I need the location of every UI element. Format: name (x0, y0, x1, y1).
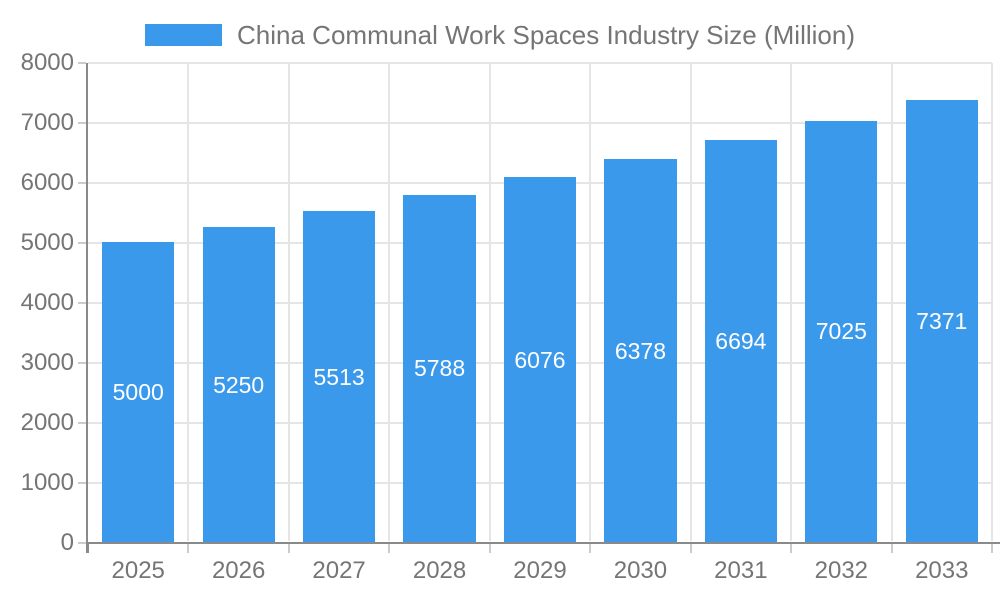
y-tick-mark (78, 242, 86, 244)
bar-value-label: 6694 (715, 328, 767, 355)
v-gridline (187, 63, 190, 541)
h-gridline (88, 62, 992, 64)
x-axis-tick-label: 2030 (613, 557, 668, 584)
v-gridline (388, 63, 391, 541)
x-tick-mark (589, 544, 592, 553)
y-axis-line (86, 63, 88, 553)
bar-value-label: 6076 (514, 346, 566, 373)
bar[interactable] (102, 242, 175, 542)
x-axis-tick-label: 2031 (714, 557, 768, 584)
x-tick-mark (991, 544, 993, 553)
v-gridline (589, 63, 592, 541)
v-gridline (991, 63, 993, 541)
x-tick-mark (790, 544, 793, 553)
bar[interactable] (905, 99, 978, 542)
bar-value-label: 7025 (815, 318, 867, 345)
bar[interactable] (202, 227, 275, 542)
bar-value-label: 5250 (213, 371, 265, 398)
x-tick-mark (187, 544, 190, 553)
bar[interactable] (604, 159, 677, 542)
bar[interactable] (503, 177, 577, 542)
x-tick-mark (890, 544, 893, 553)
x-axis-tick-label: 2025 (111, 557, 165, 584)
x-tick-mark (87, 544, 89, 553)
x-axis-tick-label: 2026 (211, 557, 266, 584)
x-tick-mark (689, 544, 692, 553)
y-axis-tick-label: 3000 (20, 349, 74, 376)
x-axis-tick-label: 2028 (412, 557, 467, 584)
y-tick-mark (78, 482, 86, 484)
v-gridline (890, 63, 893, 541)
bar-value-label: 5000 (112, 379, 164, 405)
y-axis-tick-label: 8000 (20, 49, 74, 76)
y-axis-tick-label: 4000 (20, 289, 74, 316)
bar-value-label: 7371 (916, 307, 968, 334)
y-axis-tick-label: 6000 (20, 169, 74, 196)
x-axis-line (86, 542, 1000, 544)
y-axis-tick-label: 1000 (20, 469, 74, 496)
v-gridline (790, 63, 793, 541)
legend-swatch (145, 24, 223, 46)
y-axis-tick-label: 7000 (20, 109, 74, 136)
y-tick-mark (78, 362, 86, 364)
v-gridline (488, 63, 491, 541)
bar-value-label: 6378 (614, 337, 667, 364)
y-tick-mark (78, 182, 86, 184)
bar[interactable] (704, 140, 778, 542)
x-tick-mark (287, 544, 290, 553)
bar-value-label: 5788 (413, 355, 466, 382)
x-tick-mark (488, 544, 491, 553)
x-axis-tick-label: 2033 (915, 557, 969, 584)
v-gridline (689, 63, 692, 541)
y-tick-mark (78, 122, 86, 124)
y-axis-tick-label: 2000 (20, 409, 74, 436)
x-axis-tick-label: 2029 (513, 557, 567, 584)
y-tick-mark (78, 302, 86, 304)
x-axis-tick-label: 2027 (312, 557, 366, 584)
y-tick-mark (78, 62, 86, 64)
legend-item[interactable]: China Communal Work Spaces Industry Size… (145, 20, 855, 50)
h-gridline (88, 122, 992, 124)
x-tick-mark (388, 544, 391, 553)
bar[interactable] (805, 120, 878, 542)
v-gridline (287, 63, 290, 541)
y-axis-tick-label: 0 (60, 529, 74, 556)
y-axis-tick-label: 5000 (20, 229, 74, 256)
bar[interactable] (403, 194, 476, 542)
y-tick-mark (78, 422, 86, 424)
bar-value-label: 5513 (313, 363, 365, 390)
x-axis-tick-label: 2032 (814, 557, 869, 584)
bar[interactable] (302, 211, 376, 542)
legend-label: China Communal Work Spaces Industry Size… (237, 20, 855, 50)
y-tick-mark (78, 542, 86, 544)
legend: China Communal Work Spaces Industry Size… (0, 20, 1000, 50)
